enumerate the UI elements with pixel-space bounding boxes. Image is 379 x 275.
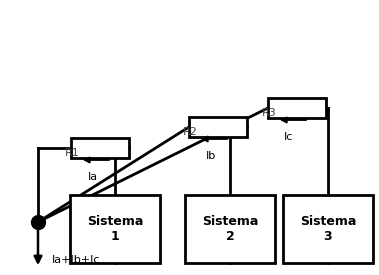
Text: R1: R1 [65, 148, 80, 158]
Text: Sistema
1: Sistema 1 [87, 215, 143, 243]
Bar [70, 195, 160, 263]
Text: Ib: Ib [206, 151, 216, 161]
Bar [268, 98, 326, 118]
Text: Sistema
3: Sistema 3 [300, 215, 356, 243]
Bar [283, 195, 373, 263]
Text: Ia+Ib+Ic: Ia+Ib+Ic [52, 255, 100, 265]
Text: R3: R3 [262, 108, 277, 118]
Bar [71, 138, 129, 158]
Text: Ia: Ia [88, 172, 98, 182]
Bar [185, 195, 275, 263]
Text: Sistema
2: Sistema 2 [202, 215, 258, 243]
Bar [189, 117, 247, 137]
Text: R2: R2 [183, 127, 198, 137]
Text: Ic: Ic [284, 132, 293, 142]
